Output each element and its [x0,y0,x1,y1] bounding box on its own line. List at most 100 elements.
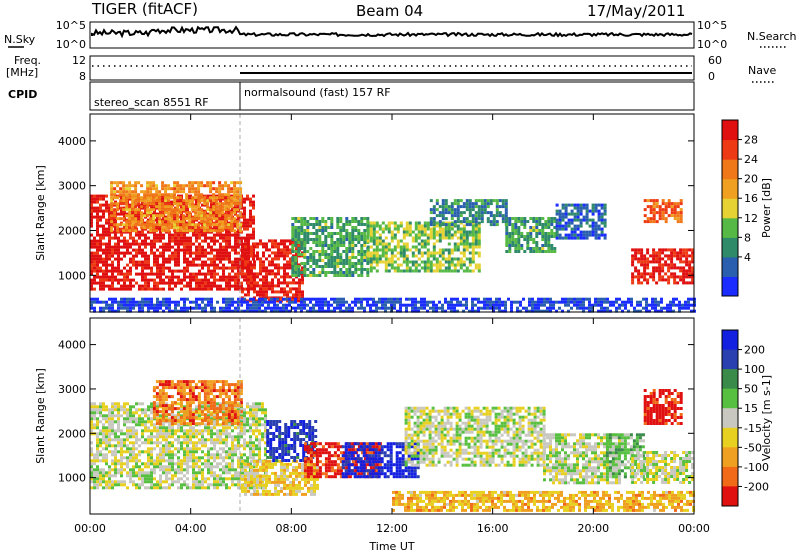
power-cell [321,250,325,253]
power-cell [282,297,285,301]
power-cell [108,215,111,219]
power-cell [216,263,219,267]
power-cell [576,300,579,304]
power-cell [414,263,418,267]
power-cell [236,193,240,197]
power-cell [183,278,186,282]
power-cell [150,269,153,273]
power-cell [429,254,433,258]
power-cell [230,202,234,206]
power-cell [315,297,318,301]
power-cell [688,254,692,258]
power-cell [147,230,150,234]
power-cell [336,217,340,220]
power-cell [661,248,665,252]
velocity-cell [150,423,153,427]
power-cell [206,229,210,233]
velocity-cell [135,465,138,469]
power-cell [146,202,150,206]
power-cell [550,235,554,238]
power-cell [146,193,150,197]
power-cell [185,193,189,197]
power-cell [570,297,573,301]
power-cell [396,309,399,313]
power-cell [321,229,325,232]
velocity-cell [90,423,93,427]
power-cell [664,248,668,252]
power-cell [219,266,222,270]
power-cell [156,287,159,291]
power-cell [117,303,120,307]
power-cell [295,287,298,291]
power-cell [227,214,231,218]
power-cell [369,269,373,273]
power-cell [432,230,436,234]
power-cell [315,229,319,232]
power-cell [194,226,198,230]
power-cell [230,199,234,203]
power-cell [116,184,120,188]
power-region [110,181,243,233]
power-cell [384,297,387,301]
power-cell [462,251,466,255]
power-cell [553,232,557,235]
power-cell [471,224,475,228]
power-cell [348,265,352,268]
power-cell [315,223,319,226]
velocity-cell [114,468,117,472]
power-cell [640,260,644,264]
power-cell [372,303,375,307]
power-cell [156,260,159,264]
power-cell [384,254,388,258]
power-cell [271,278,274,282]
power-cell [122,217,126,221]
power-cell [186,284,189,288]
power-cell [149,220,153,224]
power-cell [225,242,228,246]
velocity-cell [90,414,93,418]
velocity-cell [114,459,117,463]
velocity-cell [111,417,114,421]
power-cell [597,218,601,222]
power-cell [194,223,198,227]
power-cell [286,275,289,279]
power-cell [438,266,442,270]
power-cell [123,239,126,243]
power-cell [381,297,384,301]
power-cell [90,300,93,304]
power-cell [303,274,307,277]
power-cell [123,278,126,282]
power-cell [661,251,665,255]
velocity-cell [90,450,93,454]
power-cell [640,251,644,255]
power-cell [480,306,483,310]
power-cell [351,235,355,238]
power-cell [651,303,654,307]
power-cell [99,224,102,228]
power-cell [408,260,412,264]
power-cell [366,227,370,231]
power-cell [348,259,352,262]
velocity-cell [120,450,123,454]
power-cell [627,297,630,301]
power-cell [417,233,421,237]
power-cell [342,303,345,307]
power-cell [369,309,372,313]
power-cell [171,200,174,204]
velocity-cell [147,471,150,475]
power-cell [267,306,270,310]
power-cell [105,300,108,304]
power-cell [318,241,322,244]
power-cell [579,233,583,237]
power-cell [606,309,609,313]
power-cell [119,202,123,206]
power-cell [126,303,129,307]
power-cell [237,236,240,240]
power-cell [691,272,695,276]
power-cell [486,205,490,209]
power-cell [399,300,402,304]
velocity-cell [96,486,99,490]
power-cell [210,306,213,310]
velocity-cell [96,447,99,451]
